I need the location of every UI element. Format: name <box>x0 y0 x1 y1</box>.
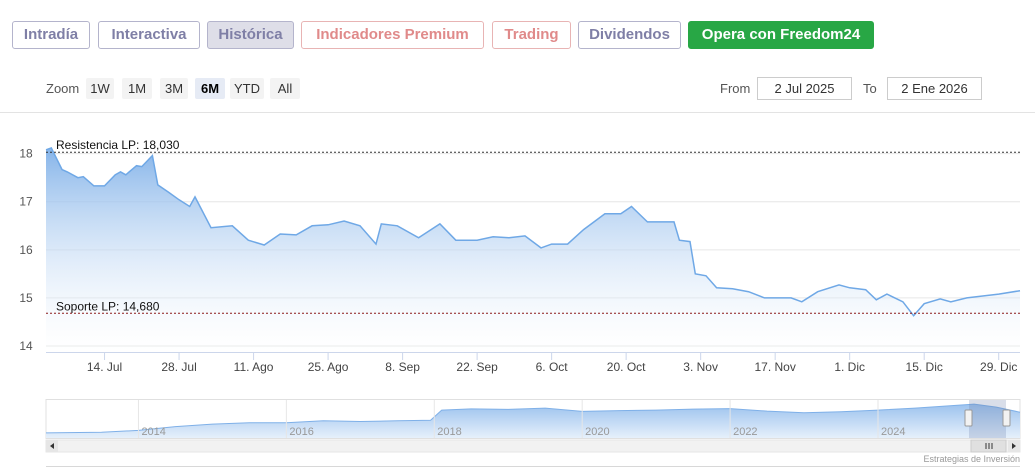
x-tick-label: 1. Dic <box>834 360 865 374</box>
to-input[interactable]: 2 Ene 2026 <box>887 77 982 100</box>
y-tick-label: 16 <box>19 243 33 257</box>
x-tick-label: 3. Nov <box>683 360 718 374</box>
x-tick-label: 17. Nov <box>754 360 795 374</box>
nav-tick-label: 2016 <box>289 426 313 438</box>
zoom-label: Zoom <box>46 81 80 96</box>
arrow-right <box>1012 443 1016 449</box>
x-tick-label: 28. Jul <box>161 360 196 374</box>
nav-tick-label: 2020 <box>585 426 609 438</box>
y-tick-label: 18 <box>19 147 33 161</box>
zoom-button[interactable]: 3M <box>160 78 188 99</box>
reference-label: Resistencia LP: 18,030 <box>56 138 180 152</box>
from-input[interactable]: 2 Jul 2025 <box>757 77 852 100</box>
navigator-handle[interactable] <box>1002 409 1011 427</box>
main-plot: 14 15 16 17 18 14. Jul 28. Jul 11. Ago 25. Ago 8.… <box>19 138 1021 374</box>
area-fill <box>46 147 1020 352</box>
zoom-button[interactable]: 1M <box>122 78 152 99</box>
price-line <box>45 403 1021 434</box>
x-tick-label: 20. Oct <box>607 360 646 374</box>
arrow-left <box>50 443 54 449</box>
navigator-handle[interactable] <box>964 409 973 427</box>
tab[interactable]: Dividendos <box>578 21 681 49</box>
price-line <box>45 146 1021 317</box>
tab[interactable]: Intradía <box>12 21 90 49</box>
scrollbar-track <box>45 439 1021 453</box>
tab[interactable]: Trading <box>492 21 571 49</box>
reference-label: Soporte LP: 14,680 <box>56 299 160 313</box>
x-tick-label: 25. Ago <box>308 360 349 374</box>
y-tick-label: 17 <box>19 195 33 209</box>
x-tick-label: 11. Ago <box>234 360 274 374</box>
area-fill <box>46 404 1020 438</box>
scrollbar-grip <box>985 443 993 449</box>
tab[interactable]: Opera con Freedom24 <box>688 21 874 49</box>
credits: Estrategias de Inversión <box>923 454 1020 464</box>
nav-tick-label: 2022 <box>733 426 757 438</box>
zoom-button[interactable]: 1W <box>86 78 114 99</box>
navigator-selection <box>969 400 1006 438</box>
x-tick-label: 6. Oct <box>536 360 569 374</box>
x-tick-label: 8. Sep <box>385 360 420 374</box>
to-label: To <box>863 81 877 96</box>
x-tick-label: 22. Sep <box>456 360 498 374</box>
tab[interactable]: Histórica <box>207 21 294 49</box>
x-tick-label: 15. Dic <box>906 360 943 374</box>
zoom-button[interactable]: YTD <box>230 78 264 99</box>
nav-tick-label: 2024 <box>881 426 905 438</box>
zoom-button[interactable]: All <box>270 78 300 99</box>
tab[interactable]: Indicadores Premium <box>301 21 484 49</box>
y-tick-label: 15 <box>19 291 33 305</box>
x-tick-label: 14. Jul <box>87 360 122 374</box>
tab[interactable]: Interactiva <box>98 21 200 49</box>
y-tick-label: 14 <box>19 339 33 353</box>
x-tick-label: 29. Dic <box>980 360 1017 374</box>
navigator: 2014 2016 2018 2020 2022 2024 <box>45 400 1021 438</box>
zoom-button[interactable]: 6M <box>195 78 225 99</box>
nav-tick-label: 2018 <box>437 426 461 438</box>
nav-tick-label: 2014 <box>141 426 165 438</box>
from-label: From <box>720 81 751 96</box>
